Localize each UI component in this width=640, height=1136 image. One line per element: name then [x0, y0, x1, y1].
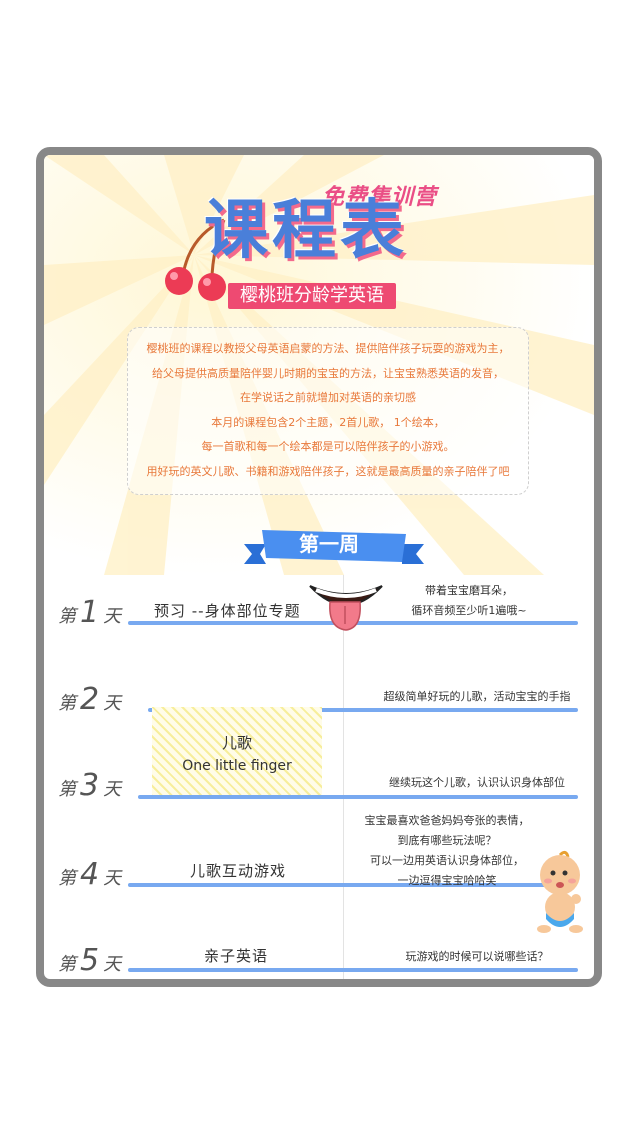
mouth-tongue-icon	[309, 585, 383, 631]
day-number: 1	[80, 595, 100, 630]
cherry-icon	[165, 218, 226, 301]
day-prefix: 第	[58, 693, 76, 714]
song-box	[152, 707, 322, 797]
day-1-topic: 预习 --身体部位专题	[154, 602, 301, 620]
day-number: 4	[80, 857, 100, 892]
day-5-topic: 亲子英语	[204, 947, 269, 965]
intro-line: 樱桃班的课程以教授父母英语启蒙的方法、提供陪伴孩子玩耍的游戏为主，	[146, 342, 510, 355]
intro-line: 在学说话之前就增加对英语的亲切感	[240, 391, 416, 404]
day-suffix: 天	[103, 954, 122, 975]
note-line: 玩游戏的时候可以说哪些话？	[405, 950, 549, 963]
page-title: 课程表	[204, 194, 408, 268]
day-1-note: 带着宝宝磨耳朵， 循环音频至少听1遍哦~	[384, 581, 554, 621]
day-suffix: 天	[103, 606, 122, 627]
note-line: 带着宝宝磨耳朵，	[425, 584, 513, 597]
day-prefix: 第	[58, 606, 76, 627]
day-2-bar	[148, 708, 578, 712]
day-3-bar	[138, 795, 578, 799]
note-line: 继续玩这个儿歌，认识认识身体部位	[389, 776, 565, 789]
week-label: 第一周	[299, 532, 359, 556]
note-line: 到底有哪些玩法呢？	[397, 834, 497, 847]
day-3-note: 继续玩这个儿歌，认识认识身体部位	[362, 773, 592, 793]
day-5-note: 玩游戏的时候可以说哪些话？	[362, 947, 592, 967]
intro-line: 给父母提供高质量陪伴婴儿时期的宝宝的方法，让宝宝熟悉英语的发音，	[152, 366, 504, 380]
day-5-bar	[128, 968, 578, 972]
intro-line: 每一首歌和每一个绘本都是可以陪伴孩子的小游戏。	[201, 440, 455, 453]
intro-line: 本月的课程包含2个主题，2首儿歌， 1个绘本，	[211, 415, 445, 429]
day-2-note: 超级简单好玩的儿歌，活动宝宝的手指	[362, 687, 592, 707]
day-suffix: 天	[103, 693, 122, 714]
day-prefix: 第	[58, 779, 76, 800]
day-prefix: 第	[58, 954, 76, 975]
song-title: 儿歌	[221, 734, 252, 752]
note-line: 宝宝最喜欢爸爸妈妈夸张的表情，	[364, 814, 530, 827]
intro-box: 樱桃班的课程以教授父母英语启蒙的方法、提供陪伴孩子玩耍的游戏为主， 给父母提供高…	[127, 327, 529, 495]
schedule-card: 免费集训营 课程表 樱桃班分龄学英语 樱桃班的课程以教授父母英语启蒙的方法、提供…	[36, 147, 602, 987]
column-divider	[343, 575, 344, 979]
baby-icon	[537, 850, 583, 933]
day-suffix: 天	[103, 779, 122, 800]
day-4-topic: 儿歌互动游戏	[190, 862, 287, 880]
day-4-bar	[128, 883, 568, 887]
song-name: One little finger	[182, 758, 292, 774]
header-subtitle: 免费集训营	[322, 185, 438, 210]
day-number: 3	[80, 768, 100, 803]
day-number: 5	[80, 943, 100, 978]
intro-line: 用好玩的英文儿歌、书籍和游戏陪伴孩子，这就是最高质量的亲子陪伴了吧	[146, 464, 510, 478]
header-ribbon: 樱桃班分龄学英语	[228, 283, 396, 309]
note-line: 循环音频至少听1遍哦~	[411, 604, 527, 617]
day-prefix: 第	[58, 868, 76, 889]
note-line: 超级简单好玩的儿歌，活动宝宝的手指	[383, 690, 571, 703]
note-line: 一边逗得宝宝哈哈笑	[397, 874, 497, 887]
week-banner	[244, 530, 424, 564]
day-suffix: 天	[103, 868, 122, 889]
day-number: 2	[80, 682, 100, 717]
note-line: 可以一边用英语认识身体部位，	[370, 854, 524, 867]
day-4-note: 宝宝最喜欢爸爸妈妈夸张的表情， 到底有哪些玩法呢？ 可以一边用英语认识身体部位，…	[362, 811, 532, 891]
